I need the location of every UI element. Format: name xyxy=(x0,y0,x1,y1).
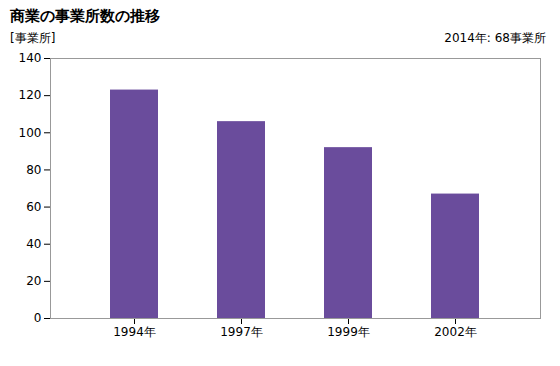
svg-text:80: 80 xyxy=(26,163,41,177)
html-text:[事業所]: [事業所] xyxy=(10,31,56,45)
html-text:2014年: 68事業所: 2014年: 68事業所 xyxy=(444,31,546,45)
svg-text:140: 140 xyxy=(19,51,42,65)
svg-text:2002年: 2002年 xyxy=(434,325,477,339)
html-text:商業の事業所数の推移: 商業の事業所数の推移 xyxy=(10,7,160,25)
svg-text:1994年: 1994年 xyxy=(113,325,156,339)
svg-text:0: 0 xyxy=(34,311,42,325)
svg-text:100: 100 xyxy=(19,126,42,140)
svg-text:120: 120 xyxy=(19,88,42,102)
svg-text:1999年: 1999年 xyxy=(327,325,370,339)
svg-text:60: 60 xyxy=(26,200,41,214)
svg-text:40: 40 xyxy=(26,237,41,251)
svg-text:1997年: 1997年 xyxy=(220,325,263,339)
svg-text:20: 20 xyxy=(26,274,41,288)
